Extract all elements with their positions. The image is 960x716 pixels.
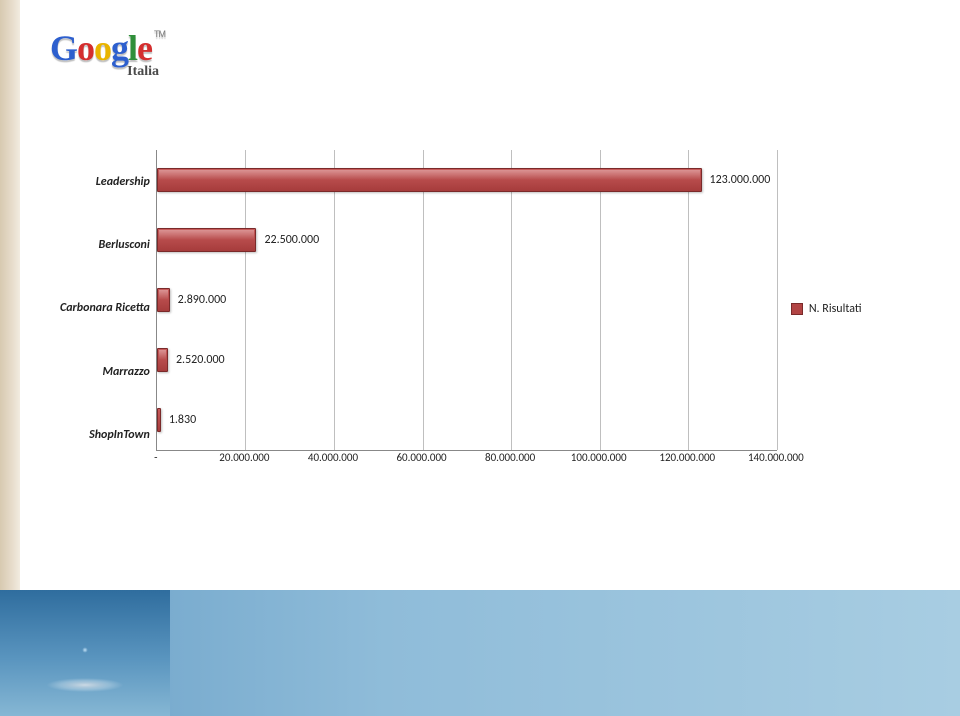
y-category-label: Marrazzo — [60, 342, 150, 402]
gridline — [245, 150, 246, 450]
x-tick-label: 120.000.000 — [659, 451, 715, 464]
bar-value-label: 2.520.000 — [176, 353, 225, 367]
bar — [157, 348, 168, 372]
logo-subtext: Italia — [127, 64, 159, 80]
logo-letter-l: l — [128, 28, 137, 68]
logo-tm: TM — [154, 29, 165, 39]
x-tick-label: - — [154, 451, 157, 464]
y-axis-labels: LeadershipBerlusconiCarbonara RicettaMar… — [60, 150, 156, 467]
bar-row: 123.000.000 — [157, 168, 771, 192]
logo-letter-o1: o — [77, 28, 94, 68]
legend-label: N. Risultati — [809, 302, 862, 316]
gridline — [777, 150, 778, 450]
y-category-label: Carbonara Ricetta — [60, 278, 150, 338]
bar — [157, 408, 161, 432]
water-drop-image — [0, 590, 170, 716]
gridline — [511, 150, 512, 450]
bar-value-label: 2.890.000 — [178, 293, 227, 307]
x-tick-label: 40.000.000 — [308, 451, 358, 464]
legend: N. Risultati — [791, 302, 862, 316]
x-axis-ticks: - 20.000.000 40.000.000 60.000.000 80.000.00… — [156, 451, 776, 467]
google-word: GoogleTM — [50, 30, 165, 66]
bar-value-label: 1.830 — [169, 413, 196, 427]
y-category-label: ShopInTown — [60, 405, 150, 465]
logo-letter-g1: G — [50, 28, 77, 68]
x-tick-label: 20.000.000 — [219, 451, 269, 464]
bar-row: 1.830 — [157, 408, 196, 432]
logo-letter-g2: g — [111, 28, 128, 68]
gridline — [600, 150, 601, 450]
bar — [157, 288, 170, 312]
bar — [157, 168, 702, 192]
results-bar-chart: LeadershipBerlusconiCarbonara RicettaMar… — [60, 150, 930, 467]
google-italia-logo: GoogleTM Italia — [50, 30, 165, 80]
bar-row: 2.520.000 — [157, 348, 225, 372]
logo-letter-e: e — [137, 28, 152, 68]
plot-area: 123.000.000 22.500.000 2.890.000 2.520.000 1… — [156, 150, 777, 451]
x-tick-label: 60.000.000 — [396, 451, 446, 464]
x-tick-label: 140.000.000 — [748, 451, 804, 464]
y-category-label: Leadership — [60, 152, 150, 212]
bar-row: 2.890.000 — [157, 288, 226, 312]
y-category-label: Berlusconi — [60, 215, 150, 275]
bar-value-label: 22.500.000 — [264, 233, 319, 247]
x-tick-label: 100.000.000 — [571, 451, 627, 464]
gridline — [334, 150, 335, 450]
x-tick-label: 80.000.000 — [485, 451, 535, 464]
bar-value-label: 123.000.000 — [710, 173, 771, 187]
logo-letter-o2: o — [94, 28, 111, 68]
legend-swatch — [791, 303, 803, 315]
bar-row: 22.500.000 — [157, 228, 319, 252]
gridline — [423, 150, 424, 450]
gridline — [688, 150, 689, 450]
bar — [157, 228, 257, 252]
